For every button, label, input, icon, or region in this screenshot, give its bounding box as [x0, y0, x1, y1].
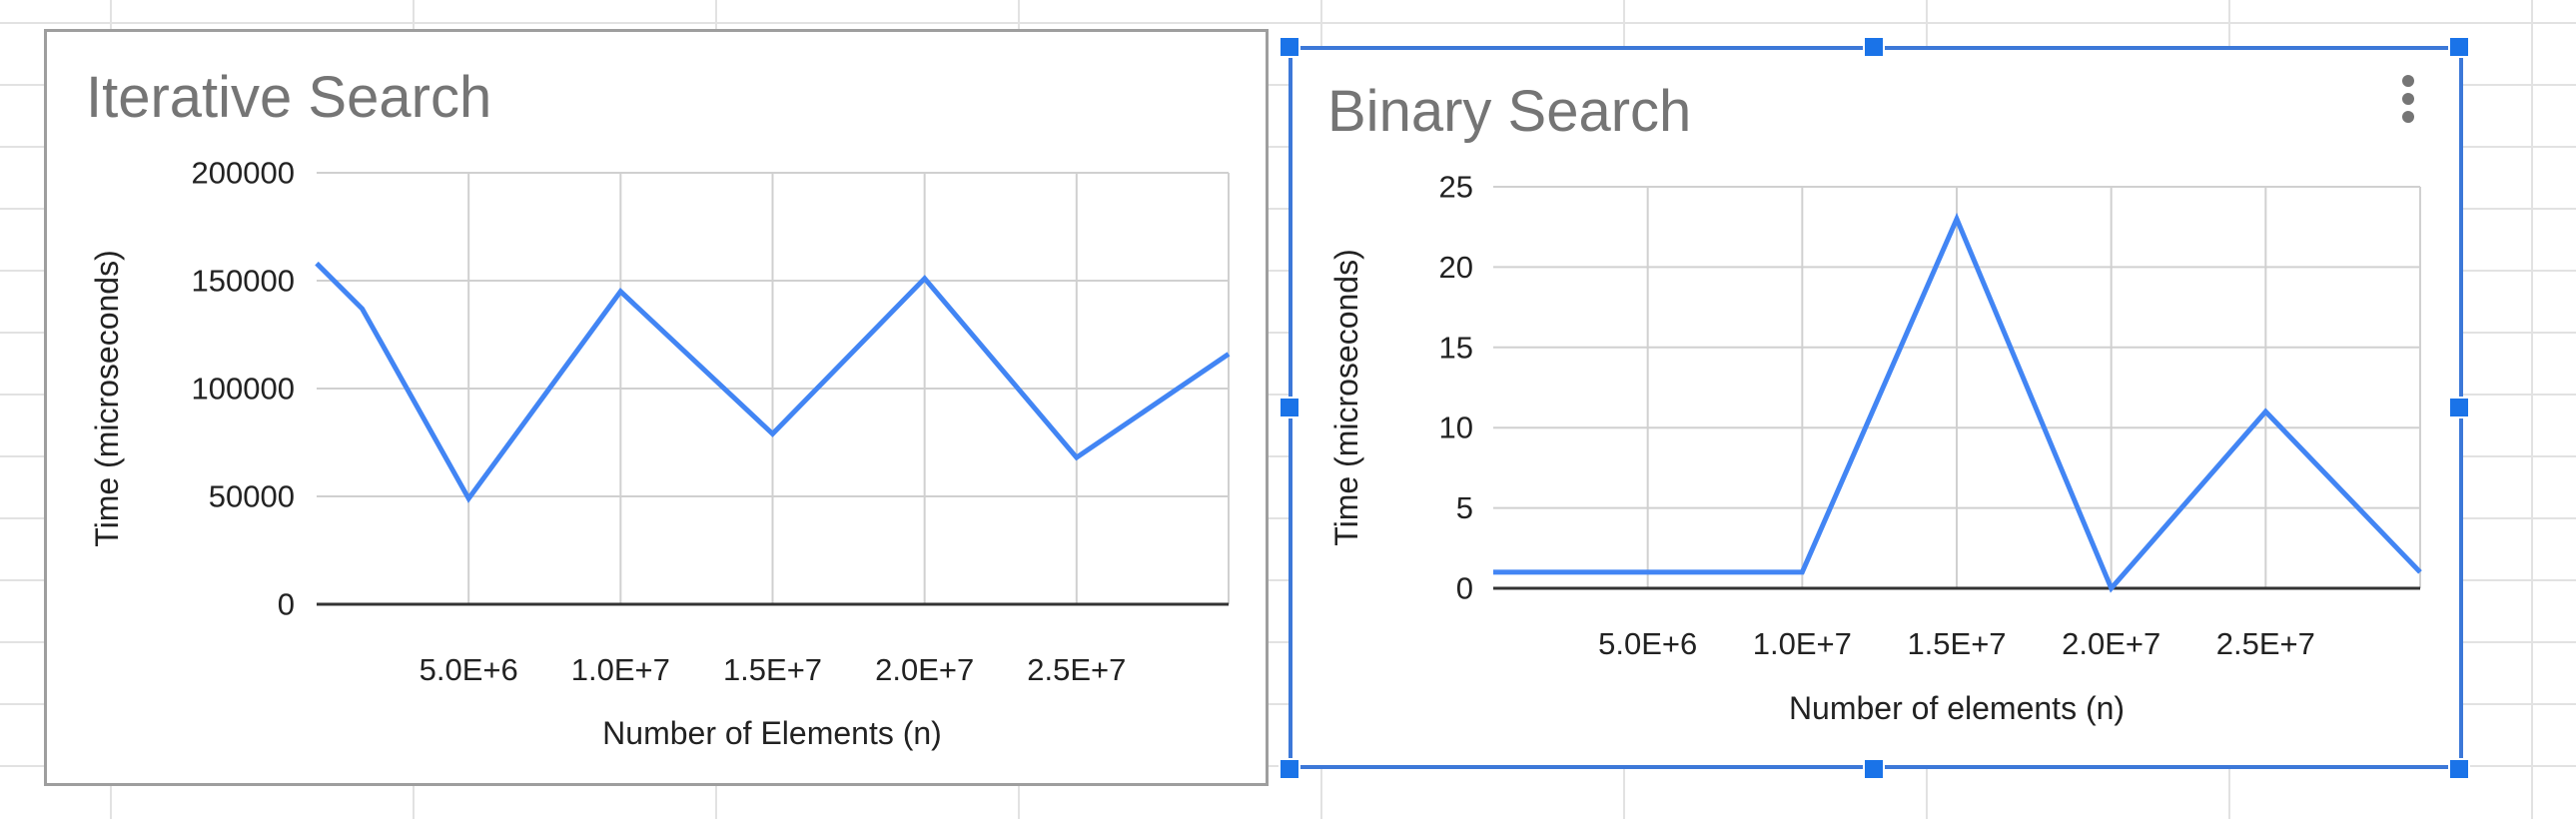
- y-tick-label: 100000: [192, 372, 295, 407]
- resize-handle-top-center[interactable]: [1863, 36, 1885, 58]
- x-tick-label: 2.5E+7: [2216, 626, 2315, 661]
- y-tick-label: 15: [1439, 330, 1473, 365]
- x-tick-label: 1.0E+7: [1753, 626, 1852, 661]
- chart-title: Binary Search: [1327, 79, 1692, 144]
- more-options-icon[interactable]: [2398, 72, 2418, 128]
- resize-handle-top-right[interactable]: [2448, 36, 2470, 58]
- x-axis-title: Number of Elements (n): [602, 715, 942, 751]
- resize-handle-middle-left[interactable]: [1279, 397, 1300, 418]
- x-tick-label: 5.0E+6: [420, 652, 518, 687]
- x-tick-label: 2.0E+7: [2062, 626, 2160, 661]
- y-tick-label: 150000: [192, 264, 295, 299]
- y-axis-title: Time (microseconds): [1328, 249, 1364, 546]
- gridlines: [317, 172, 1230, 604]
- x-axis-title: Number of elements (n): [1789, 690, 2125, 726]
- y-tick-label: 50000: [209, 479, 295, 514]
- y-tick-label: 10: [1439, 410, 1473, 445]
- iterative-search-chart[interactable]: Iterative Search 0 50000 100000 150000 20000…: [44, 29, 1269, 786]
- x-tick-label: 1.5E+7: [723, 652, 822, 687]
- y-axis-title: Time (microseconds): [89, 250, 125, 547]
- y-tick-label: 5: [1456, 490, 1473, 525]
- y-tick-label: 200000: [192, 156, 295, 191]
- series-line: [1493, 212, 2422, 593]
- x-tick-label: 5.0E+6: [1598, 626, 1697, 661]
- gridlines: [1493, 186, 2421, 588]
- resize-handle-bottom-right[interactable]: [2448, 758, 2470, 780]
- resize-handle-top-left[interactable]: [1279, 36, 1300, 58]
- resize-handle-bottom-center[interactable]: [1863, 758, 1885, 780]
- binary-search-chart[interactable]: Binary Search 0 5 10 15 20 25 5.0E+6 1.0E+7 1.5E…: [1288, 46, 2463, 769]
- y-tick-label: 25: [1439, 170, 1473, 205]
- chart-title: Iterative Search: [86, 65, 492, 130]
- y-tick-label: 0: [278, 587, 295, 622]
- iterative-search-plot: 0 50000 100000 150000 200000 5.0E+6 1.0E+7 1.5E…: [89, 156, 1231, 751]
- x-tick-label: 2.0E+7: [875, 652, 974, 687]
- x-tick-label: 1.0E+7: [571, 652, 670, 687]
- x-tick-label: 1.5E+7: [1907, 626, 2006, 661]
- resize-handle-middle-right[interactable]: [2448, 397, 2470, 418]
- binary-search-plot: 0 5 10 15 20 25 5.0E+6 1.0E+7 1.5E+7 2.0E+7 2.5E+7…: [1328, 170, 2422, 726]
- series-line: [315, 261, 1231, 503]
- resize-handle-bottom-left[interactable]: [1279, 758, 1300, 780]
- y-tick-label: 0: [1456, 571, 1473, 606]
- x-tick-label: 2.5E+7: [1027, 652, 1126, 687]
- y-tick-label: 20: [1439, 250, 1473, 285]
